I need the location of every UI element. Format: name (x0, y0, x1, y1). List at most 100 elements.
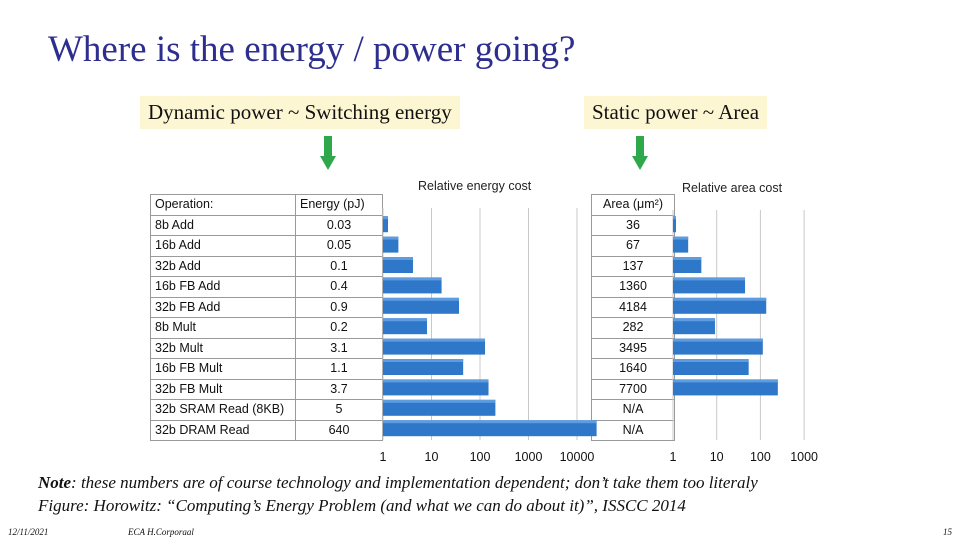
energy-cell: 0.05 (295, 235, 383, 257)
table-row: 3495 (591, 337, 675, 359)
energy-bar-highlight (383, 236, 399, 240)
operation-cell: 32b Add (150, 255, 296, 277)
table-row: N/A (591, 399, 675, 421)
area-bar-highlight (673, 277, 746, 281)
table-row: 16b FB Add 0.4 (150, 276, 383, 298)
area-tick-label: 1000 (790, 450, 818, 464)
area-bar-highlight (673, 359, 749, 362)
down-arrow-icon (320, 136, 336, 170)
energy-bar-highlight (383, 420, 597, 424)
down-arrow-icon (632, 136, 648, 170)
energy-bar-highlight (383, 379, 489, 383)
energy-bar (383, 338, 486, 355)
area-cell: 137 (591, 255, 675, 277)
energy-bar (383, 318, 427, 335)
operation-cell: 8b Mult (150, 317, 296, 339)
operation-cell: 32b FB Mult (150, 378, 296, 400)
operation-cell: 32b DRAM Read (150, 419, 296, 441)
energy-bar-highlight (383, 399, 496, 403)
area-cell: 1640 (591, 358, 675, 380)
operation-header: Operation: (150, 194, 296, 216)
area-cell: 67 (591, 235, 675, 257)
area-bar-highlight (673, 257, 702, 260)
energy-bar (383, 236, 399, 253)
area-cell: N/A (591, 399, 675, 421)
area-table: Area (μm²) 36 67 137 1360 4184 282 3495 … (591, 194, 675, 441)
operation-cell: 16b FB Mult (150, 358, 296, 380)
area-bar (673, 297, 767, 314)
table-row: 32b FB Add 0.9 (150, 296, 383, 318)
energy-tick-label: 1 (380, 450, 387, 464)
table-row: 32b Add 0.1 (150, 255, 383, 277)
energy-bar (383, 379, 489, 396)
energy-bar-highlight (383, 257, 413, 260)
area-bar (673, 338, 763, 355)
energy-tick-label: 10000 (560, 450, 595, 464)
table-row: 32b DRAM Read 640 (150, 419, 383, 441)
energy-bar (383, 420, 597, 437)
energy-tick-label: 10 (425, 450, 439, 464)
operation-cell: 32b Mult (150, 337, 296, 359)
table-row: 1360 (591, 276, 675, 298)
table-row: 16b Add 0.05 (150, 235, 383, 257)
table-row: 8b Add 0.03 (150, 214, 383, 236)
energy-bar (383, 277, 442, 294)
energy-chart-title: Relative energy cost (418, 179, 532, 193)
energy-bar-highlight (383, 338, 486, 342)
area-bar-highlight (673, 236, 689, 240)
table-row: 36 (591, 214, 675, 236)
energy-bar-highlight (383, 216, 389, 220)
footer-date: 12/11/2021 (8, 527, 49, 537)
area-cell: 282 (591, 317, 675, 339)
static-power-label: Static power ~ Area (584, 96, 768, 129)
table-row: 32b SRAM Read (8KB) 5 (150, 399, 383, 421)
area-cell: 1360 (591, 276, 675, 298)
operation-cell: 32b FB Add (150, 296, 296, 318)
area-tick-label: 10 (710, 450, 724, 464)
energy-cell: 3.7 (295, 378, 383, 400)
area-bar (673, 236, 689, 253)
operation-cell: 32b SRAM Read (8KB) (150, 399, 296, 421)
area-bar-highlight (673, 379, 778, 383)
footer-author: ECA H.Corporaal (128, 527, 194, 537)
area-cell: 7700 (591, 378, 675, 400)
area-bar-highlight (673, 318, 715, 322)
note-label: Note (38, 473, 72, 492)
table-row: N/A (591, 419, 675, 441)
area-tick-label: 100 (750, 450, 771, 464)
energy-bar-highlight (383, 318, 427, 322)
area-chart-title: Relative area cost (682, 181, 783, 195)
table-row: 137 (591, 255, 675, 277)
energy-cell: 0.9 (295, 296, 383, 318)
area-bar (673, 257, 702, 273)
table-row: 32b FB Mult 3.7 (150, 378, 383, 400)
energy-bar (383, 257, 413, 273)
area-cell: 4184 (591, 296, 675, 318)
table-row: 7700 (591, 378, 675, 400)
area-cell: 3495 (591, 337, 675, 359)
energy-cell: 640 (295, 419, 383, 441)
area-bar (673, 379, 778, 396)
area-bar (673, 277, 746, 294)
area-bar (673, 359, 749, 375)
energy-tick-label: 100 (470, 450, 491, 464)
note-text: Note: these numbers are of course techno… (38, 473, 758, 493)
area-cell: 36 (591, 214, 675, 236)
table-row: 16b FB Mult 1.1 (150, 358, 383, 380)
table-header-row: Operation: Energy (pJ) (150, 194, 383, 216)
energy-bar-highlight (383, 297, 459, 301)
operation-cell: 16b FB Add (150, 276, 296, 298)
dynamic-power-label: Dynamic power ~ Switching energy (140, 96, 460, 129)
slide-title: Where is the energy / power going? (48, 29, 576, 70)
energy-bar (383, 359, 464, 375)
operation-cell: 16b Add (150, 235, 296, 257)
energy-table: Operation: Energy (pJ) 8b Add 0.03 16b Ad… (150, 194, 383, 441)
table-row: 67 (591, 235, 675, 257)
table-row: 32b Mult 3.1 (150, 337, 383, 359)
area-bar (673, 318, 715, 335)
energy-cell: 1.1 (295, 358, 383, 380)
table-row: 282 (591, 317, 675, 339)
area-tick-label: 1 (670, 450, 677, 464)
energy-bar (383, 297, 459, 314)
